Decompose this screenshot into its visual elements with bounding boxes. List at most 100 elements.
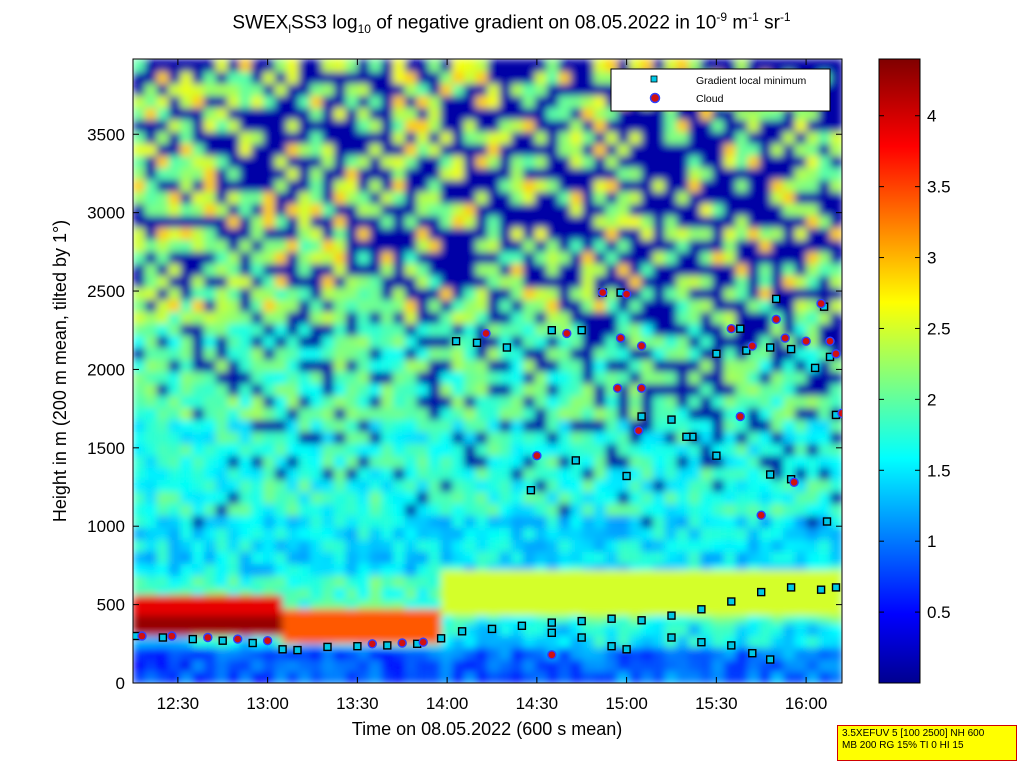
heat-cell (452, 311, 465, 324)
heat-cell (830, 455, 842, 468)
heat-cell (759, 407, 773, 420)
heat-cell (392, 71, 406, 84)
heat-cell (546, 167, 560, 180)
heat-cell (558, 371, 572, 384)
heat-cell (203, 467, 217, 480)
heat-cell (428, 59, 442, 72)
heat-cell (546, 671, 560, 683)
heat-cell (215, 479, 229, 492)
heat-cell (298, 335, 312, 348)
heat-cell (251, 203, 264, 216)
heat-cell (286, 191, 300, 204)
heat-cell (262, 323, 276, 336)
heat-cell (511, 191, 524, 204)
heat-cell (192, 251, 205, 264)
heat-cell (392, 191, 406, 204)
heat-cell (369, 659, 383, 672)
heat-cell (570, 515, 584, 528)
heat-cell (747, 659, 761, 672)
heat-cell (664, 515, 678, 528)
heat-cell (144, 323, 158, 336)
heat-cell (428, 539, 442, 552)
heat-cell (463, 383, 477, 396)
heat-cell (558, 275, 572, 288)
heat-cell (782, 311, 796, 324)
heat-cell (227, 431, 241, 444)
heat-cell (345, 251, 359, 264)
heat-cell (676, 455, 690, 468)
heat-cell (357, 443, 371, 456)
heat-cell (416, 455, 430, 468)
heat-cell (180, 335, 194, 348)
heat-cell (641, 515, 654, 528)
heat-cell (428, 119, 442, 132)
heat-cell (239, 659, 253, 672)
heat-cell (262, 107, 276, 120)
x-tick-label: 15:30 (695, 694, 738, 713)
heat-cell (298, 71, 312, 84)
heat-cell (735, 635, 749, 648)
heat-cell (333, 131, 347, 144)
heat-cell (511, 335, 524, 348)
heat-cell (452, 443, 465, 456)
heat-cell (274, 539, 288, 552)
heat-cell (582, 527, 595, 540)
heat-cell (404, 443, 418, 456)
heat-cell (558, 503, 572, 516)
heat-cell (593, 443, 607, 456)
heat-cell (735, 491, 749, 504)
heat-cell (511, 287, 524, 300)
heat-cell (487, 299, 501, 312)
heat-cell (617, 251, 631, 264)
heat-cell (605, 131, 619, 144)
heat-cell (735, 443, 749, 456)
heat-cell (203, 203, 217, 216)
heat-cell (298, 191, 312, 204)
heat-cell (286, 455, 300, 468)
heat-cell (404, 227, 418, 240)
heat-cell (452, 323, 465, 336)
heat-cell (286, 287, 300, 300)
heat-cell (262, 659, 276, 672)
heat-cell (357, 383, 371, 396)
heat-cell (215, 431, 229, 444)
heat-cell (582, 347, 595, 360)
heat-cell (310, 575, 324, 588)
heat-cell (215, 83, 229, 96)
heat-cell (818, 239, 832, 252)
heat-cell (475, 515, 489, 528)
heat-cell (463, 311, 477, 324)
heat-cell (688, 347, 702, 360)
title-part: -9 (716, 10, 728, 24)
heat-cell (203, 539, 217, 552)
heat-cell (215, 335, 229, 348)
heat-cell (570, 131, 584, 144)
heat-cell (333, 671, 347, 683)
heat-cell (794, 203, 808, 216)
heat-cell (156, 383, 170, 396)
heat-cell (463, 251, 477, 264)
heat-cell (156, 539, 170, 552)
heat-cell (700, 347, 714, 360)
heat-cell (156, 59, 170, 72)
heat-cell (629, 551, 643, 564)
heat-cell (818, 671, 832, 683)
heat-cell (239, 551, 253, 564)
heat-cell (357, 251, 371, 264)
heat-cell (830, 287, 842, 300)
heat-cell (475, 383, 489, 396)
heat-cell (392, 95, 406, 108)
heat-cell (487, 167, 501, 180)
heat-cell (144, 191, 158, 204)
heat-cell (712, 191, 725, 204)
heat-cell (475, 203, 489, 216)
heat-cell (192, 71, 205, 84)
heat-cell (133, 563, 146, 576)
heat-cell (593, 371, 607, 384)
heat-cell (416, 647, 430, 660)
heat-cell (133, 299, 146, 312)
heat-cell (274, 551, 288, 564)
heat-cell (262, 407, 276, 420)
heat-cell (830, 203, 842, 216)
heat-cell (818, 131, 832, 144)
